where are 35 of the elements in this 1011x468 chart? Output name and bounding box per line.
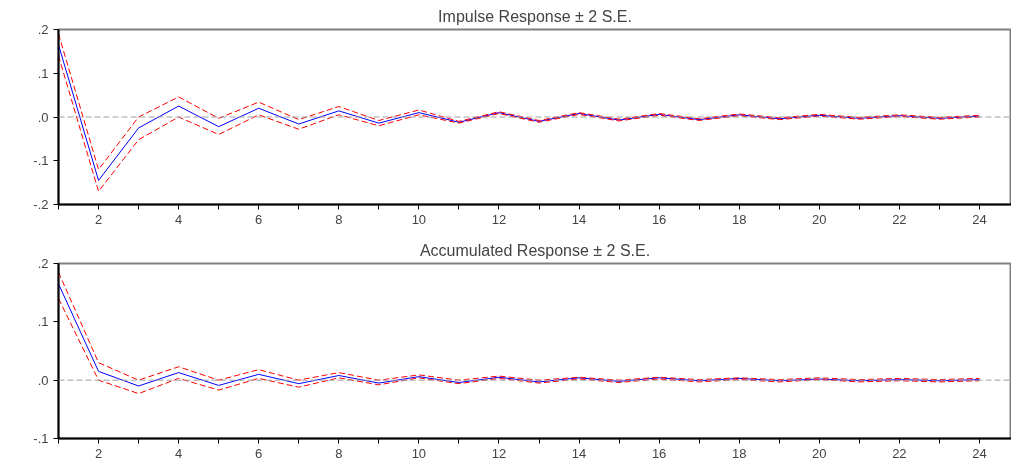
x-tick-label: 6 — [255, 211, 263, 227]
x-tick-label: 10 — [411, 211, 427, 227]
x-tick-label: 20 — [812, 445, 827, 461]
x-tick-label: 22 — [892, 445, 907, 461]
x-tick-label: 4 — [175, 445, 183, 461]
x-tick-label: 20 — [812, 211, 827, 227]
x-tick-label: 18 — [731, 211, 747, 227]
y-tick-label: -.2 — [33, 197, 49, 212]
chart-title: Accumulated Response ± 2 S.E. — [419, 241, 651, 259]
x-tick-label: 2 — [94, 445, 103, 461]
y-tick-label: .2 — [37, 256, 49, 271]
y-tick-label: -.1 — [33, 153, 49, 169]
x-tick-label: 2 — [94, 211, 103, 227]
x-tick-label: 12 — [491, 445, 507, 461]
x-tick-label: 14 — [571, 211, 587, 227]
x-tick-label: 8 — [335, 445, 343, 461]
x-tick-label: 14 — [571, 445, 587, 461]
x-tick-label: 6 — [255, 445, 263, 461]
x-tick-label: 22 — [892, 211, 907, 227]
x-tick-label: 4 — [175, 211, 183, 227]
x-tick-label: 24 — [972, 445, 987, 461]
chart-title: Impulse Response ± 2 S.E. — [438, 7, 632, 25]
x-tick-label: 12 — [491, 211, 507, 227]
x-tick-label: 24 — [972, 211, 987, 227]
x-tick-label: 8 — [335, 211, 343, 227]
x-tick-label: 16 — [651, 211, 667, 227]
y-tick-label: .0 — [37, 109, 49, 125]
y-tick-label: .0 — [37, 372, 49, 388]
y-tick-label: -.1 — [33, 431, 49, 446]
y-tick-label: .1 — [37, 314, 49, 330]
x-tick-label: 16 — [651, 445, 667, 461]
y-tick-label: .2 — [37, 22, 49, 37]
y-tick-label: .1 — [37, 65, 49, 81]
x-tick-label: 10 — [411, 445, 427, 461]
x-tick-label: 18 — [731, 445, 747, 461]
